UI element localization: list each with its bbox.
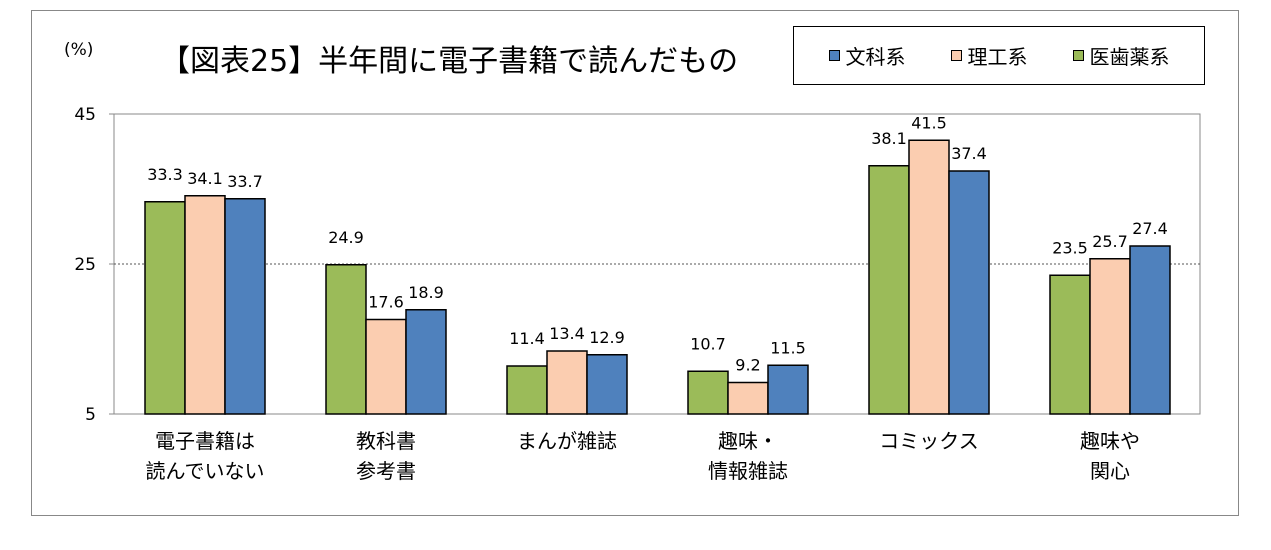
data-label: 12.9 bbox=[589, 328, 625, 347]
data-label: 33.3 bbox=[147, 165, 183, 184]
bar bbox=[868, 165, 910, 415]
chart-frame bbox=[31, 10, 1239, 516]
data-label: 11.5 bbox=[770, 338, 806, 357]
data-label: 24.9 bbox=[328, 228, 364, 247]
unit-label: (%) bbox=[64, 40, 94, 60]
category-label: コミックス bbox=[879, 429, 978, 453]
legend-swatch-bunka bbox=[828, 50, 840, 61]
legend-item-bunka: 文科系 bbox=[828, 41, 906, 70]
bar bbox=[184, 195, 226, 415]
category-label: 趣味や bbox=[1080, 429, 1140, 453]
bar bbox=[767, 364, 809, 415]
legend-label-ishiyaku: 医歯薬系 bbox=[1089, 45, 1170, 69]
chart-title: 【図表25】半年間に電子書籍で読んだもの bbox=[160, 44, 739, 79]
bar bbox=[405, 309, 447, 415]
category-label: 読んでいない bbox=[146, 459, 265, 483]
category-label: 参考書 bbox=[356, 459, 416, 483]
plot-area bbox=[113, 113, 1201, 415]
legend-label-riko: 理工系 bbox=[967, 45, 1028, 69]
category-label: 教科書 bbox=[356, 429, 416, 453]
data-label: 13.4 bbox=[549, 324, 585, 343]
data-label: 41.5 bbox=[911, 113, 947, 132]
data-label: 11.4 bbox=[509, 329, 545, 348]
y-tick-label: 45 bbox=[74, 105, 96, 125]
legend-item-riko: 理工系 bbox=[950, 41, 1028, 70]
bar bbox=[546, 350, 588, 415]
data-label: 33.7 bbox=[227, 172, 263, 191]
data-label: 18.9 bbox=[408, 283, 444, 302]
y-tick-label: 5 bbox=[85, 405, 96, 425]
bar bbox=[1129, 245, 1171, 415]
bar bbox=[1049, 274, 1091, 415]
bar bbox=[1089, 258, 1131, 415]
bar bbox=[365, 318, 407, 415]
data-label: 27.4 bbox=[1132, 219, 1168, 238]
data-label: 37.4 bbox=[951, 144, 987, 163]
bar bbox=[687, 370, 729, 415]
bar bbox=[908, 139, 950, 415]
y-tick-label: 25 bbox=[74, 255, 96, 275]
data-label: 10.7 bbox=[690, 334, 726, 353]
data-label: 17.6 bbox=[368, 293, 404, 312]
category-label: 情報雑誌 bbox=[708, 459, 788, 483]
bar bbox=[727, 381, 769, 415]
legend-label-bunka: 文科系 bbox=[845, 45, 906, 69]
legend-item-ishiyaku: 医歯薬系 bbox=[1072, 41, 1170, 70]
bar bbox=[325, 264, 367, 415]
category-label: 関心 bbox=[1090, 459, 1130, 483]
data-label: 34.1 bbox=[187, 169, 223, 188]
legend-swatch-riko bbox=[950, 50, 962, 61]
bar bbox=[506, 365, 548, 415]
legend-swatch-ishiyaku bbox=[1072, 50, 1084, 61]
bar bbox=[948, 170, 990, 415]
legend: 文科系 理工系 医歯薬系 bbox=[793, 26, 1205, 85]
category-label: まんが雑誌 bbox=[517, 429, 617, 453]
data-label: 25.7 bbox=[1092, 232, 1128, 251]
data-label: 23.5 bbox=[1052, 238, 1088, 257]
bar bbox=[224, 198, 266, 415]
bar bbox=[586, 354, 628, 415]
data-label: 38.1 bbox=[871, 129, 907, 148]
category-label: 趣味・ bbox=[718, 429, 778, 453]
data-label: 9.2 bbox=[735, 356, 760, 375]
category-label: 電子書籍は bbox=[155, 429, 255, 453]
bar bbox=[144, 201, 186, 415]
